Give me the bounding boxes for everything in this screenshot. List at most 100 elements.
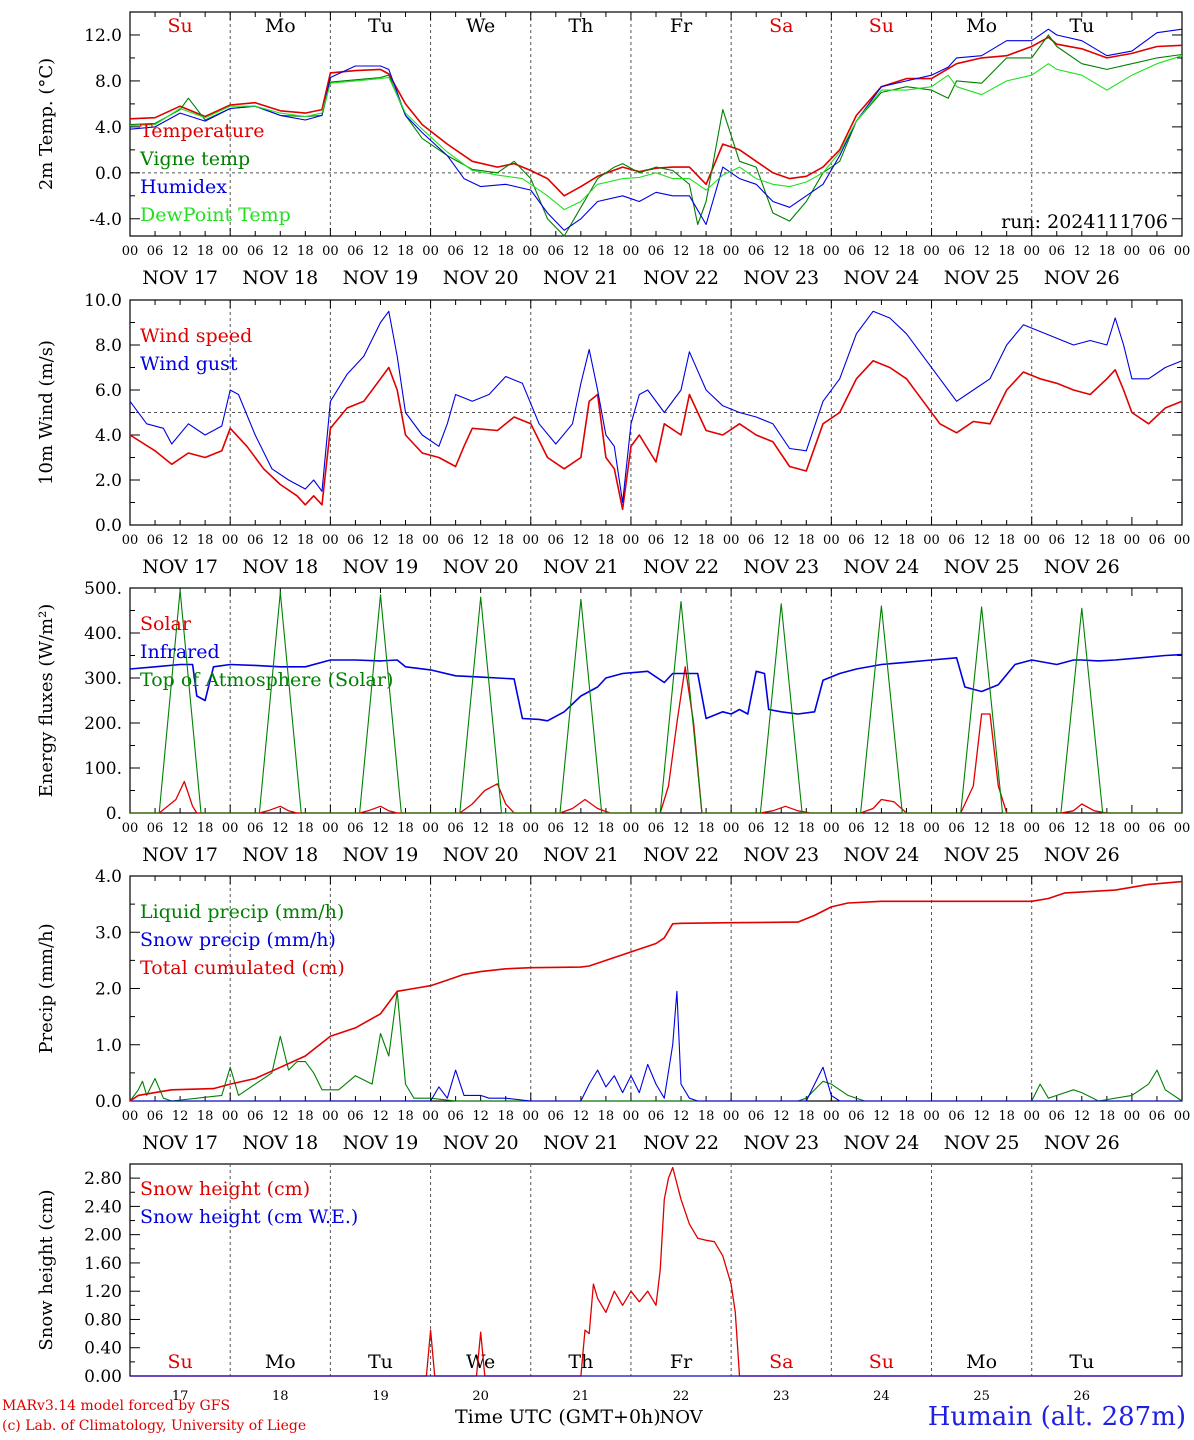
hour-tick-label: 18 [998, 1109, 1015, 1124]
date-label: NOV 20 [443, 844, 519, 866]
legend-entry: Snow height (cm) [140, 1178, 310, 1200]
legend-entry: Humidex [140, 176, 227, 198]
hour-tick-label: 06 [1048, 244, 1065, 259]
hour-tick-label: 12 [773, 1109, 790, 1124]
hour-tick-label: 00 [1023, 244, 1040, 259]
date-label: NOV 22 [643, 844, 719, 866]
hour-tick-label: 18 [497, 533, 514, 548]
hour-tick-label: 06 [447, 1109, 464, 1124]
hour-tick-label: 06 [447, 533, 464, 548]
hour-tick-label: 12 [172, 1109, 189, 1124]
hour-tick-label: 00 [122, 1109, 139, 1124]
date-label: NOV 22 [643, 556, 719, 578]
date-label: NOV 18 [242, 1132, 318, 1154]
hour-tick-label: 18 [798, 244, 815, 259]
date-label: NOV 19 [343, 267, 419, 289]
day-number-label: 26 [1074, 1389, 1091, 1404]
hour-tick-label: 06 [748, 821, 765, 836]
date-label: NOV 21 [543, 556, 619, 578]
hour-tick-label: 00 [823, 533, 840, 548]
date-label: NOV 23 [743, 556, 819, 578]
hour-tick-label: 12 [1074, 821, 1091, 836]
hour-tick-label: 12 [272, 821, 289, 836]
hour-tick-label: 12 [172, 244, 189, 259]
hour-tick-label: 06 [1149, 533, 1166, 548]
legend-entry: Temperature [140, 120, 264, 142]
y-tick-label: 500. [84, 579, 122, 599]
hour-tick-label: 06 [648, 533, 665, 548]
day-number-label: 17 [172, 1389, 189, 1404]
hour-tick-label: 12 [573, 244, 590, 259]
hour-tick-label: 12 [1074, 533, 1091, 548]
day-number-label: 20 [472, 1389, 489, 1404]
hour-tick-label: 12 [973, 821, 990, 836]
date-label: NOV 23 [743, 267, 819, 289]
weekday-label: Su [869, 15, 894, 37]
hour-tick-label: 06 [648, 821, 665, 836]
date-label: NOV 20 [443, 1132, 519, 1154]
hour-tick-label: 18 [297, 1109, 314, 1124]
date-label: NOV 23 [743, 844, 819, 866]
x-axis-title: Time UTC (GMT+0h) [455, 1406, 661, 1428]
weekday-label: Th [568, 15, 593, 37]
hour-tick-label: 18 [397, 244, 414, 259]
legend-entry: Top of Atmosphere (Solar) [140, 669, 393, 691]
hour-tick-label: 00 [522, 1109, 539, 1124]
hour-tick-label: 00 [1174, 1109, 1191, 1124]
y-tick-label: 10.0 [84, 291, 122, 311]
hour-tick-label: 00 [1023, 533, 1040, 548]
y-tick-label: 2.0 [95, 980, 122, 1000]
date-label: NOV 26 [1044, 556, 1120, 578]
weekday-label: Fr [670, 1351, 693, 1373]
hour-tick-label: 06 [848, 821, 865, 836]
y-axis-label: Energy fluxes (W/m²) [36, 604, 57, 798]
weekday-label: We [466, 1351, 495, 1373]
hour-tick-label: 00 [1023, 821, 1040, 836]
y-tick-label: 100. [84, 759, 122, 779]
series-line [130, 990, 1182, 1102]
y-tick-label: 0. [106, 804, 122, 824]
hour-tick-label: 00 [222, 821, 239, 836]
weekday-label: Tu [1069, 15, 1094, 37]
hour-tick-label: 18 [497, 244, 514, 259]
hour-tick-label: 12 [372, 1109, 389, 1124]
date-label: NOV 19 [343, 844, 419, 866]
hour-tick-label: 12 [773, 821, 790, 836]
hour-tick-label: 00 [1124, 533, 1141, 548]
hour-tick-label: 06 [948, 533, 965, 548]
y-tick-label: 2.80 [84, 1169, 122, 1189]
hour-tick-label: 18 [598, 821, 615, 836]
series-line [129, 55, 1183, 211]
hour-tick-label: 06 [648, 1109, 665, 1124]
hour-tick-label: 06 [748, 244, 765, 259]
hour-tick-label: 06 [848, 533, 865, 548]
hour-tick-label: 00 [322, 821, 339, 836]
hour-tick-label: 06 [247, 533, 264, 548]
plot-frame [129, 587, 1183, 814]
y-tick-label: 2.40 [84, 1197, 122, 1217]
hour-tick-label: 00 [1124, 1109, 1141, 1124]
y-tick-label: 0.0 [95, 516, 122, 536]
hour-tick-label: 00 [322, 533, 339, 548]
hour-tick-label: 12 [873, 244, 890, 259]
date-label: NOV 17 [142, 1132, 218, 1154]
series-line [129, 28, 1183, 231]
weekday-label: Mo [966, 1351, 997, 1373]
hour-tick-label: 12 [372, 533, 389, 548]
hour-tick-label: 12 [1074, 1109, 1091, 1124]
hour-tick-label: 18 [397, 1109, 414, 1124]
weekday-label: Fr [670, 15, 693, 37]
hour-tick-label: 12 [472, 533, 489, 548]
hour-tick-label: 12 [472, 821, 489, 836]
date-label: NOV 21 [543, 1132, 619, 1154]
hour-tick-label: 18 [1099, 1109, 1116, 1124]
hour-tick-label: 06 [247, 244, 264, 259]
date-label: NOV 20 [443, 556, 519, 578]
y-tick-label: 0.40 [84, 1339, 122, 1359]
hour-tick-label: 18 [1099, 533, 1116, 548]
y-tick-label: -4.0 [89, 210, 122, 230]
hour-tick-label: 18 [598, 1109, 615, 1124]
y-tick-label: 12.0 [84, 26, 122, 46]
hour-tick-label: 00 [422, 244, 439, 259]
hour-tick-label: 06 [1149, 821, 1166, 836]
